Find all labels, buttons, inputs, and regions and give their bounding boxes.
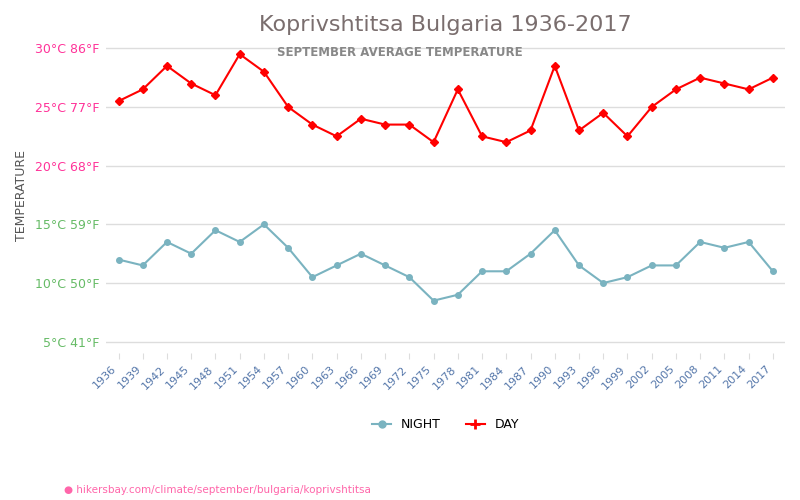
Text: ● hikersbay.com/climate/september/bulgaria/koprivshtitsa: ● hikersbay.com/climate/september/bulgar… — [64, 485, 371, 495]
Legend: NIGHT, DAY: NIGHT, DAY — [367, 413, 524, 436]
Y-axis label: TEMPERATURE: TEMPERATURE — [15, 150, 28, 240]
Title: Koprivshtitsa Bulgaria 1936-2017: Koprivshtitsa Bulgaria 1936-2017 — [259, 15, 632, 35]
Text: SEPTEMBER AVERAGE TEMPERATURE: SEPTEMBER AVERAGE TEMPERATURE — [277, 46, 523, 59]
